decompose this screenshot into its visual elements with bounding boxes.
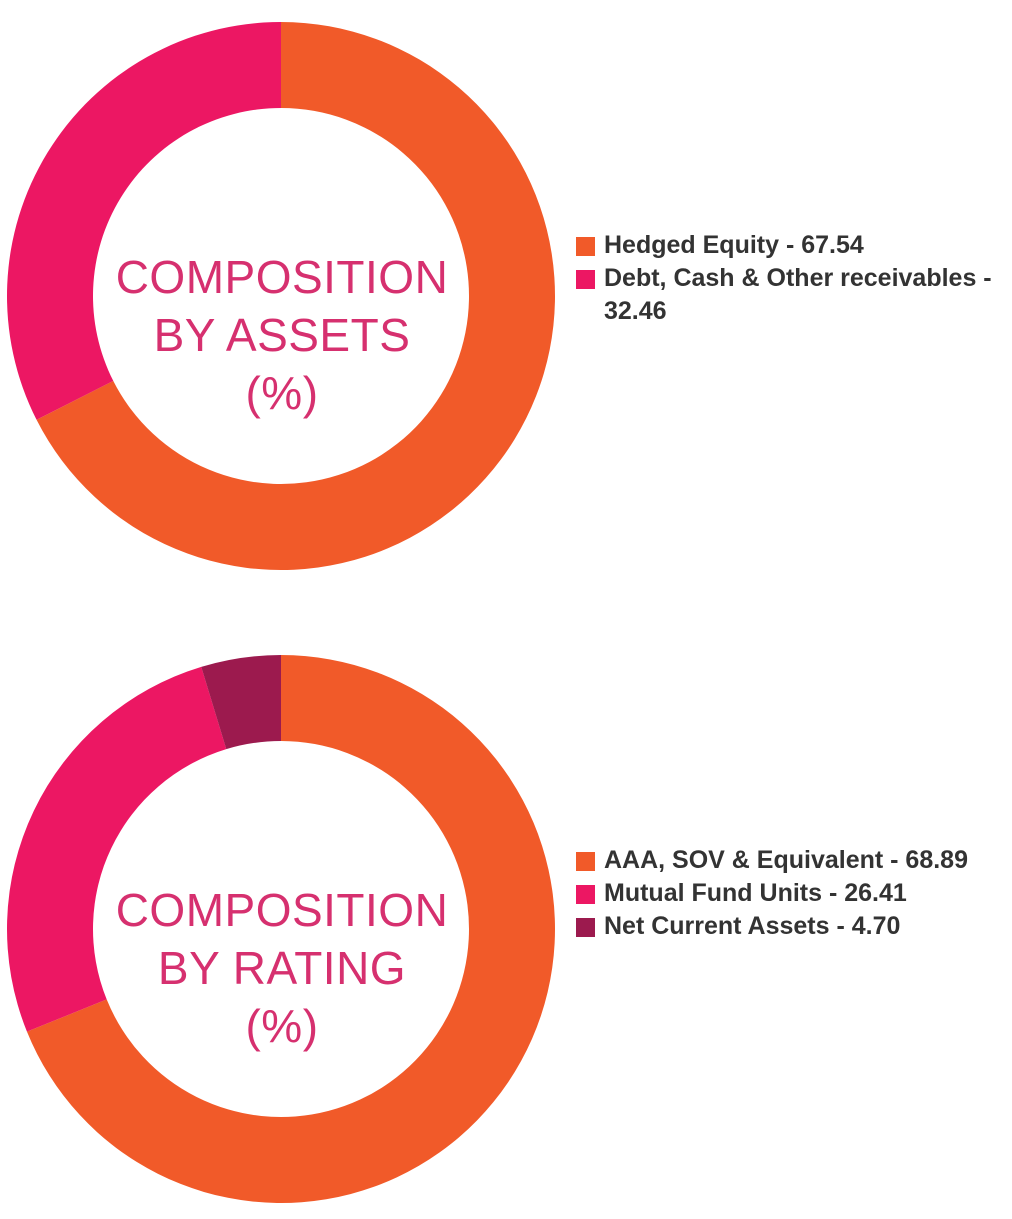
slice-hedged-equity: [36, 22, 555, 570]
legend-item-mutual-fund-units: Mutual Fund Units - 26.41: [576, 877, 1006, 910]
legend-label: Net Current Assets - 4.70: [604, 912, 901, 940]
legend-label: Debt, Cash & Other receivables - 32.46: [604, 264, 992, 325]
rating-donut-chart: [7, 655, 555, 1203]
assets-title-line-2: BY ASSETS: [153, 309, 411, 361]
legend-swatch: [576, 852, 595, 871]
legend-label: Mutual Fund Units - 26.41: [604, 879, 907, 907]
legend-item-hedged-equity: Hedged Equity - 67.54: [576, 229, 1006, 262]
legend-label: AAA, SOV & Equivalent - 68.89: [604, 846, 968, 874]
rating-legend: AAA, SOV & Equivalent - 68.89 Mutual Fun…: [576, 844, 1006, 943]
slice-aaa-sov-equivalent: [26, 655, 555, 1203]
composition-by-rating-chart: COMPOSITION BY RATING (%) AAA, SOV & Equ…: [0, 600, 1012, 1219]
legend-label: Hedged Equity - 67.54: [604, 231, 864, 259]
rating-title-line-3: (%): [245, 1000, 319, 1052]
assets-center-title: COMPOSITION BY ASSETS (%): [72, 248, 492, 422]
legend-swatch: [576, 918, 595, 937]
legend-item-net-current-assets: Net Current Assets - 4.70: [576, 910, 1006, 943]
rating-title-line-1: COMPOSITION: [115, 884, 449, 936]
legend-swatch: [576, 270, 595, 289]
assets-title-line-1: COMPOSITION: [115, 251, 449, 303]
rating-title-line-2: BY RATING: [157, 942, 407, 994]
assets-donut-chart: [6, 22, 555, 570]
composition-by-assets-chart: COMPOSITION BY ASSETS (%) Hedged Equity …: [0, 0, 1012, 600]
assets-title-line-3: (%): [245, 367, 319, 419]
legend-item-debt-cash: Debt, Cash & Other receivables - 32.46: [576, 262, 1006, 328]
legend-item-aaa-sov: AAA, SOV & Equivalent - 68.89: [576, 844, 1006, 877]
slice-net-current-assets: [201, 655, 281, 750]
rating-center-title: COMPOSITION BY RATING (%): [72, 881, 492, 1055]
slice-debt-cash-other-receivables: [6, 22, 281, 420]
legend-swatch: [576, 885, 595, 904]
slice-mutual-fund-units: [7, 666, 227, 1032]
assets-legend: Hedged Equity - 67.54 Debt, Cash & Other…: [576, 229, 1006, 328]
legend-swatch: [576, 237, 595, 256]
